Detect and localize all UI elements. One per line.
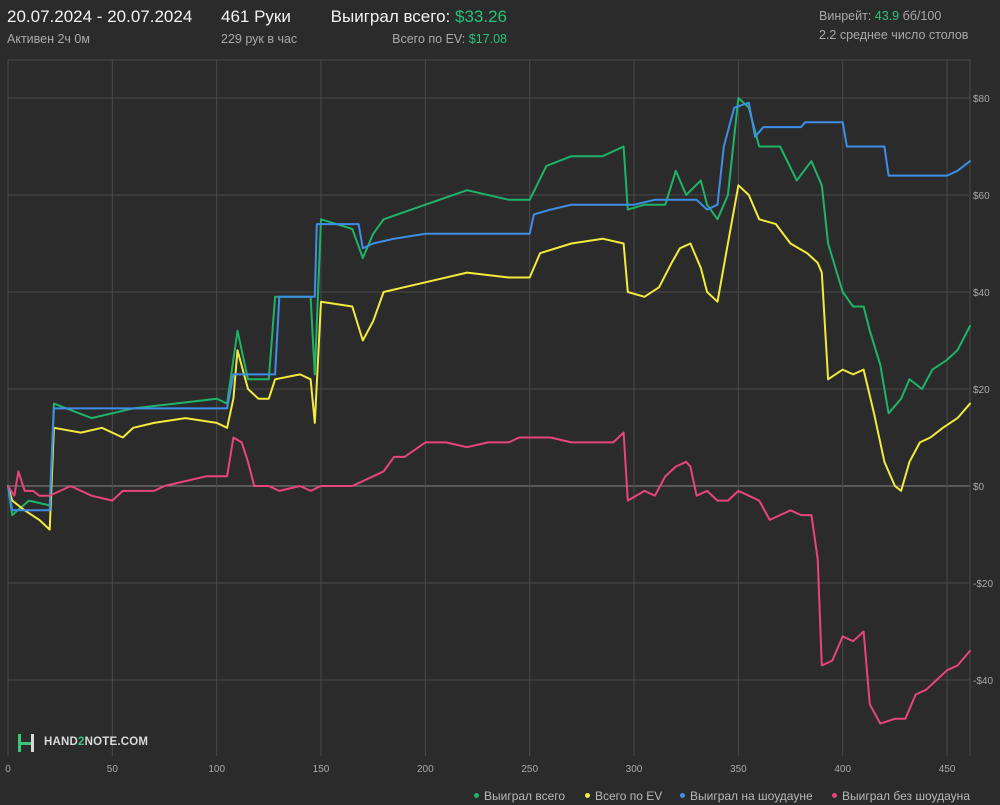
y-tick-label: $20 [973,385,990,396]
hand2note-logo-text: HAND2NOTE.COM [44,736,149,748]
x-tick-label: 250 [521,764,538,775]
axis-labels: $80 $60 $40 $20 $0 -$20 -$40 0 50 100 150 200 250 300… [5,94,993,775]
x-tick-label: 50 [107,764,119,775]
won-value: $33.26 [455,7,507,26]
stats-header: 20.07.2024 - 20.07.2024 Активен 2ч 0м 46… [0,0,1000,56]
session-block: 20.07.2024 - 20.07.2024 Активен 2ч 0м [7,7,192,46]
legend-item-showdown[interactable]: Выиграл на шоудауне [680,789,813,803]
won-label: Выиграл всего: [330,7,451,26]
legend-dot-icon [832,793,837,799]
winrate-block: Винрейт: 43.9 бб/100 2.2 среднее число с… [819,9,968,42]
y-tick-label: $80 [973,94,990,105]
tables-average: 2.2 среднее число столов [819,28,969,42]
legend-dot-icon [680,793,685,799]
won-block: Выиграл всего: $33.26 Всего по EV: $17.0… [331,7,507,46]
x-tick-label: 0 [5,764,11,775]
x-tick-label: 300 [626,764,643,775]
hands-per-hour: 229 рук в час [221,32,298,46]
legend-dot-icon [585,793,590,799]
ev-value: $17.08 [468,32,507,46]
y-tick-label: $60 [973,191,990,202]
profit-graph: $80 $60 $40 $20 $0 -$20 -$40 0 50 100 150 200 250 300… [5,59,993,775]
hands-count: 461 Руки [221,7,291,26]
y-tick-label: -$20 [973,579,993,590]
x-tick-label: 150 [313,764,330,775]
series-lines [7,97,971,725]
legend-item-no-showdown[interactable]: Выиграл без шоудауна [832,789,970,803]
chart-legend: Выиграл всего Всего по EV Выиграл на шоу… [0,785,1000,805]
series-won-line [7,97,971,517]
x-tick-label: 100 [208,764,225,775]
legend-item-won[interactable]: Выиграл всего [474,789,565,803]
date-range: 20.07.2024 - 20.07.2024 [7,7,193,26]
winrate-label: Винрейт: [819,9,872,23]
x-tick-label: 400 [834,764,851,775]
series-no-showdown-line [7,431,971,725]
legend-item-ev[interactable]: Всего по EV [585,789,662,803]
x-tick-label: 450 [939,764,956,775]
winrate-unit: бб/100 [902,9,942,23]
hands-block: 461 Руки 229 рук в час [221,7,297,46]
y-tick-label: $0 [973,482,985,493]
y-tick-label: -$40 [973,676,993,687]
series-showdown-line [7,101,971,512]
x-tick-label: 350 [730,764,747,775]
ev-label: Всего по EV: [392,32,466,46]
series-ev-line [7,184,971,531]
x-tick-label: 200 [417,764,434,775]
winrate-value: 43.9 [874,9,900,23]
hand2note-logo-icon [18,734,34,752]
active-time: Активен 2ч 0м [7,32,90,46]
legend-dot-icon [474,793,479,799]
y-tick-label: $40 [973,288,990,299]
